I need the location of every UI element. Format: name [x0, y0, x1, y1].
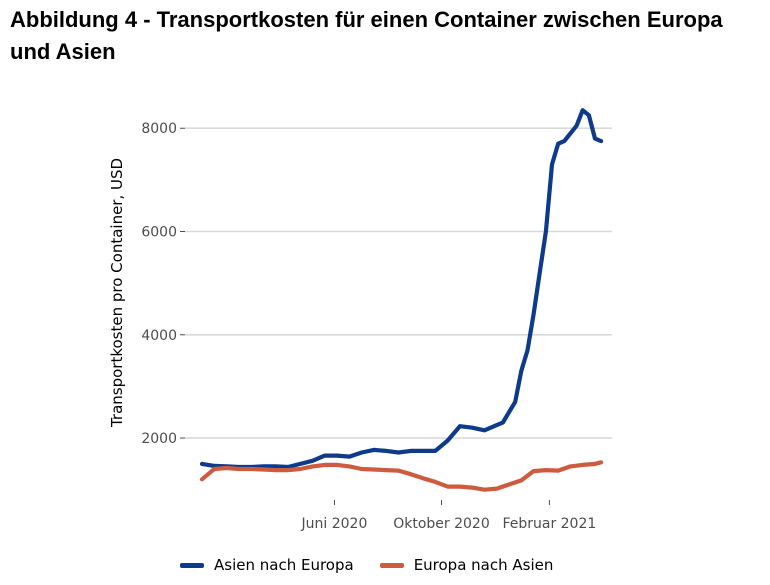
y-axis-title: Transportkosten pro Container, USD: [108, 158, 126, 428]
gridlines: [185, 127, 612, 439]
chart-title: Abbildung 4 - Transportkosten für einen …: [10, 7, 723, 64]
legend: Asien nach Europa Europa nach Asien: [180, 556, 579, 574]
x-tick-label: Oktober 2020: [393, 516, 490, 532]
legend-swatch: [379, 562, 404, 568]
x-axis-ticks: Juni 2020 Oktober 2020 Februar 2021: [301, 500, 596, 532]
y-tick-label: 8000: [141, 121, 177, 137]
legend-swatch: [180, 562, 204, 568]
series-lines: [199, 108, 604, 492]
legend-label: Asien nach Europa: [214, 556, 354, 574]
series-line: [199, 108, 604, 470]
series-line: [199, 460, 604, 492]
y-tick-label: 6000: [141, 225, 177, 241]
x-tick-label: Juni 2020: [301, 516, 368, 532]
legend-item: Europa nach Asien: [379, 556, 554, 574]
legend-item: Asien nach Europa: [180, 556, 354, 574]
legend-label: Europa nach Asien: [413, 556, 554, 574]
y-tick-label: 4000: [141, 328, 177, 344]
x-tick-label: Februar 2021: [502, 516, 596, 532]
y-axis-ticks: 2000 4000 6000 8000: [141, 121, 185, 447]
y-tick-label: 2000: [141, 431, 177, 447]
